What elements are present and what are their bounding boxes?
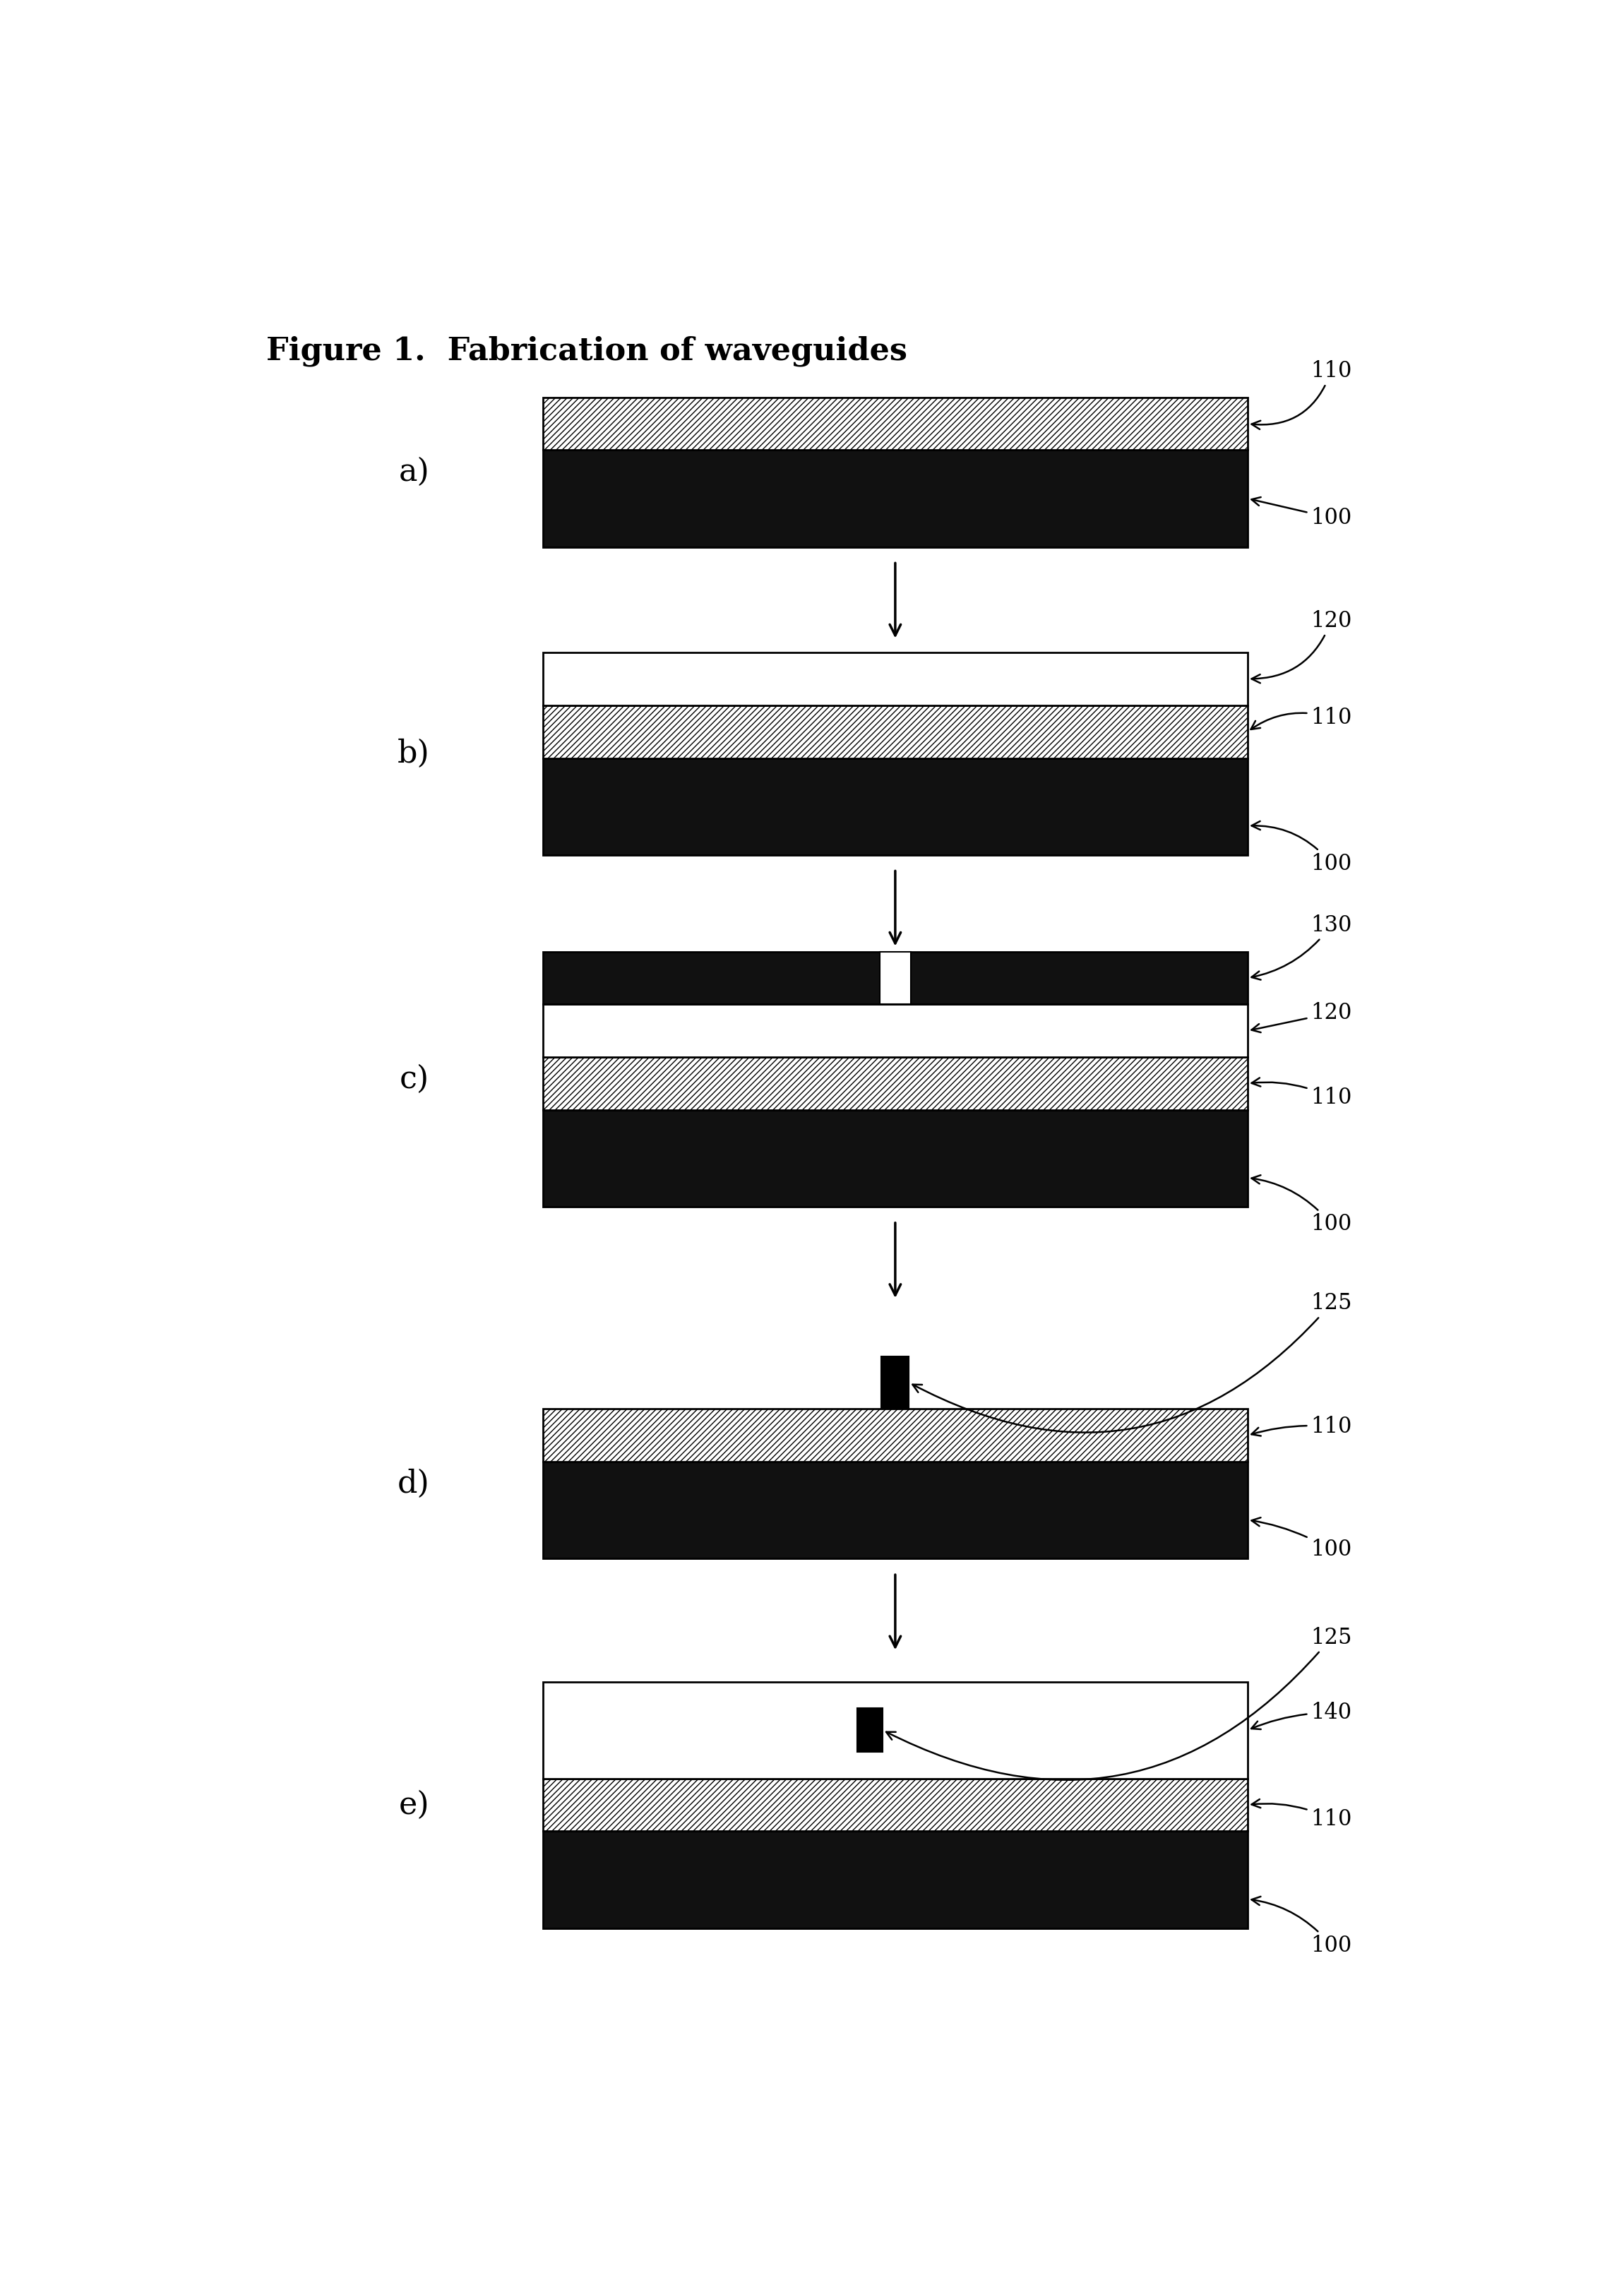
- Text: a): a): [398, 457, 429, 487]
- Text: 140: 140: [1250, 1702, 1351, 1730]
- Bar: [542, 450, 1247, 546]
- Text: 110: 110: [1252, 1798, 1351, 1830]
- Text: b): b): [398, 738, 429, 768]
- Text: 125: 125: [887, 1627, 1351, 1780]
- Text: 100: 100: [1252, 1174, 1351, 1236]
- Text: d): d): [398, 1469, 429, 1499]
- Text: 100: 100: [1252, 820, 1351, 875]
- Bar: [542, 759, 1247, 855]
- Text: 110: 110: [1252, 1079, 1351, 1108]
- Text: 130: 130: [1252, 914, 1351, 980]
- Text: 120: 120: [1252, 610, 1351, 683]
- Text: 110: 110: [1252, 361, 1351, 430]
- Bar: [542, 1058, 1247, 1111]
- Bar: [542, 1462, 1247, 1558]
- Text: e): e): [400, 1789, 429, 1821]
- Text: 100: 100: [1252, 1897, 1351, 1956]
- Text: 125: 125: [913, 1293, 1351, 1433]
- Bar: [542, 1682, 1247, 1778]
- Bar: [542, 951, 1247, 1005]
- Bar: [857, 1709, 883, 1753]
- Bar: [542, 654, 1247, 706]
- Bar: [880, 951, 911, 1005]
- Text: c): c): [400, 1065, 429, 1095]
- Bar: [882, 1357, 909, 1410]
- Bar: [542, 706, 1247, 759]
- Bar: [542, 1005, 1247, 1058]
- Bar: [542, 1778, 1247, 1830]
- Bar: [542, 1111, 1247, 1206]
- Bar: [542, 1410, 1247, 1462]
- Text: 100: 100: [1252, 1517, 1351, 1561]
- Text: Figure 1.  Fabrication of waveguides: Figure 1. Fabrication of waveguides: [266, 336, 908, 366]
- Text: 110: 110: [1252, 1417, 1351, 1437]
- Text: 100: 100: [1252, 498, 1351, 528]
- Text: 120: 120: [1252, 1003, 1351, 1033]
- Bar: [542, 398, 1247, 450]
- Bar: [542, 1830, 1247, 1929]
- Text: 110: 110: [1250, 706, 1351, 729]
